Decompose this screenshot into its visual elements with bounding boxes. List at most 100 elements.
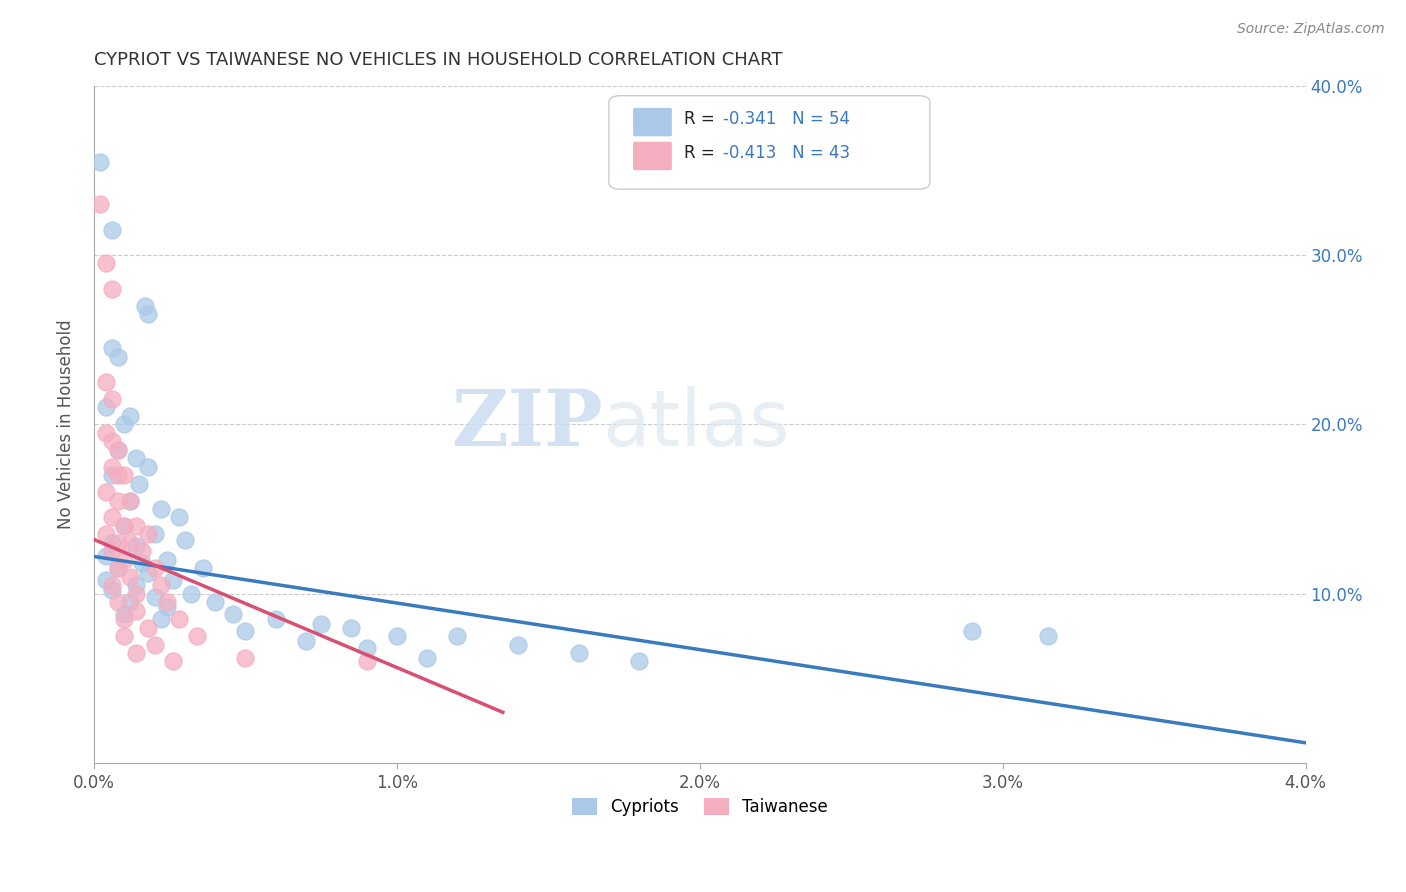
Point	[204, 595, 226, 609]
Text: -0.341   N = 54: -0.341 N = 54	[723, 111, 849, 128]
Point	[125, 451, 148, 466]
Point	[128, 476, 150, 491]
Point	[309, 617, 332, 632]
Point	[125, 578, 148, 592]
Point	[107, 561, 129, 575]
Point	[107, 350, 129, 364]
Point	[125, 587, 148, 601]
FancyBboxPatch shape	[609, 95, 929, 189]
Point	[264, 612, 287, 626]
Point	[138, 307, 160, 321]
Point	[134, 299, 156, 313]
Point	[180, 587, 202, 601]
Point	[162, 573, 184, 587]
Point	[149, 502, 172, 516]
Point	[222, 607, 245, 621]
Point	[101, 341, 124, 355]
Point	[131, 556, 153, 570]
Point	[94, 425, 117, 440]
Point	[356, 640, 378, 655]
Point	[167, 612, 190, 626]
Point	[120, 493, 142, 508]
Point	[101, 392, 124, 406]
Point	[138, 621, 160, 635]
Point	[416, 651, 439, 665]
Point	[94, 256, 117, 270]
Point	[167, 510, 190, 524]
Point	[94, 549, 117, 564]
Point	[138, 566, 160, 581]
Point	[101, 583, 124, 598]
Point	[107, 442, 129, 457]
Point	[125, 519, 148, 533]
Point	[120, 595, 142, 609]
Point	[149, 578, 172, 592]
Point	[107, 493, 129, 508]
Point	[235, 624, 257, 638]
FancyBboxPatch shape	[633, 108, 672, 136]
Point	[101, 510, 124, 524]
Point	[101, 434, 124, 449]
Point	[101, 282, 124, 296]
Point	[162, 655, 184, 669]
FancyBboxPatch shape	[633, 142, 672, 170]
Point	[125, 604, 148, 618]
Point	[138, 527, 160, 541]
Point	[131, 544, 153, 558]
Point	[125, 646, 148, 660]
Point	[628, 655, 651, 669]
Legend: Cypriots, Taiwanese: Cypriots, Taiwanese	[565, 791, 835, 822]
Point	[89, 197, 111, 211]
Point	[112, 553, 135, 567]
Point	[112, 519, 135, 533]
Point	[94, 401, 117, 415]
Point	[94, 573, 117, 587]
Point	[506, 638, 529, 652]
Point	[143, 561, 166, 575]
Point	[107, 468, 129, 483]
Point	[120, 570, 142, 584]
Point	[173, 533, 195, 547]
Point	[962, 624, 984, 638]
Text: ZIP: ZIP	[451, 386, 603, 462]
Point	[149, 612, 172, 626]
Point	[186, 629, 208, 643]
Point	[107, 442, 129, 457]
Point	[156, 600, 179, 615]
Point	[112, 468, 135, 483]
Text: R =: R =	[683, 111, 720, 128]
Point	[567, 646, 589, 660]
Point	[112, 417, 135, 432]
Point	[138, 459, 160, 474]
Point	[94, 527, 117, 541]
Point	[101, 536, 124, 550]
Point	[120, 409, 142, 423]
Point	[295, 634, 318, 648]
Point	[112, 612, 135, 626]
Point	[101, 468, 124, 483]
Point	[385, 629, 408, 643]
Point	[112, 519, 135, 533]
Point	[143, 638, 166, 652]
Text: R =: R =	[683, 145, 720, 162]
Point	[446, 629, 468, 643]
Point	[101, 459, 124, 474]
Text: atlas: atlas	[603, 386, 790, 462]
Point	[101, 222, 124, 236]
Point	[101, 578, 124, 592]
Point	[156, 595, 179, 609]
Point	[112, 629, 135, 643]
Point	[235, 651, 257, 665]
Point	[101, 544, 124, 558]
Point	[107, 536, 129, 550]
Point	[191, 561, 214, 575]
Text: CYPRIOT VS TAIWANESE NO VEHICLES IN HOUSEHOLD CORRELATION CHART: CYPRIOT VS TAIWANESE NO VEHICLES IN HOUS…	[94, 51, 782, 69]
Point	[125, 539, 148, 553]
Point	[143, 527, 166, 541]
Point	[356, 655, 378, 669]
Point	[89, 154, 111, 169]
Point	[94, 485, 117, 500]
Point	[340, 621, 363, 635]
Point	[94, 375, 117, 389]
Point	[107, 595, 129, 609]
